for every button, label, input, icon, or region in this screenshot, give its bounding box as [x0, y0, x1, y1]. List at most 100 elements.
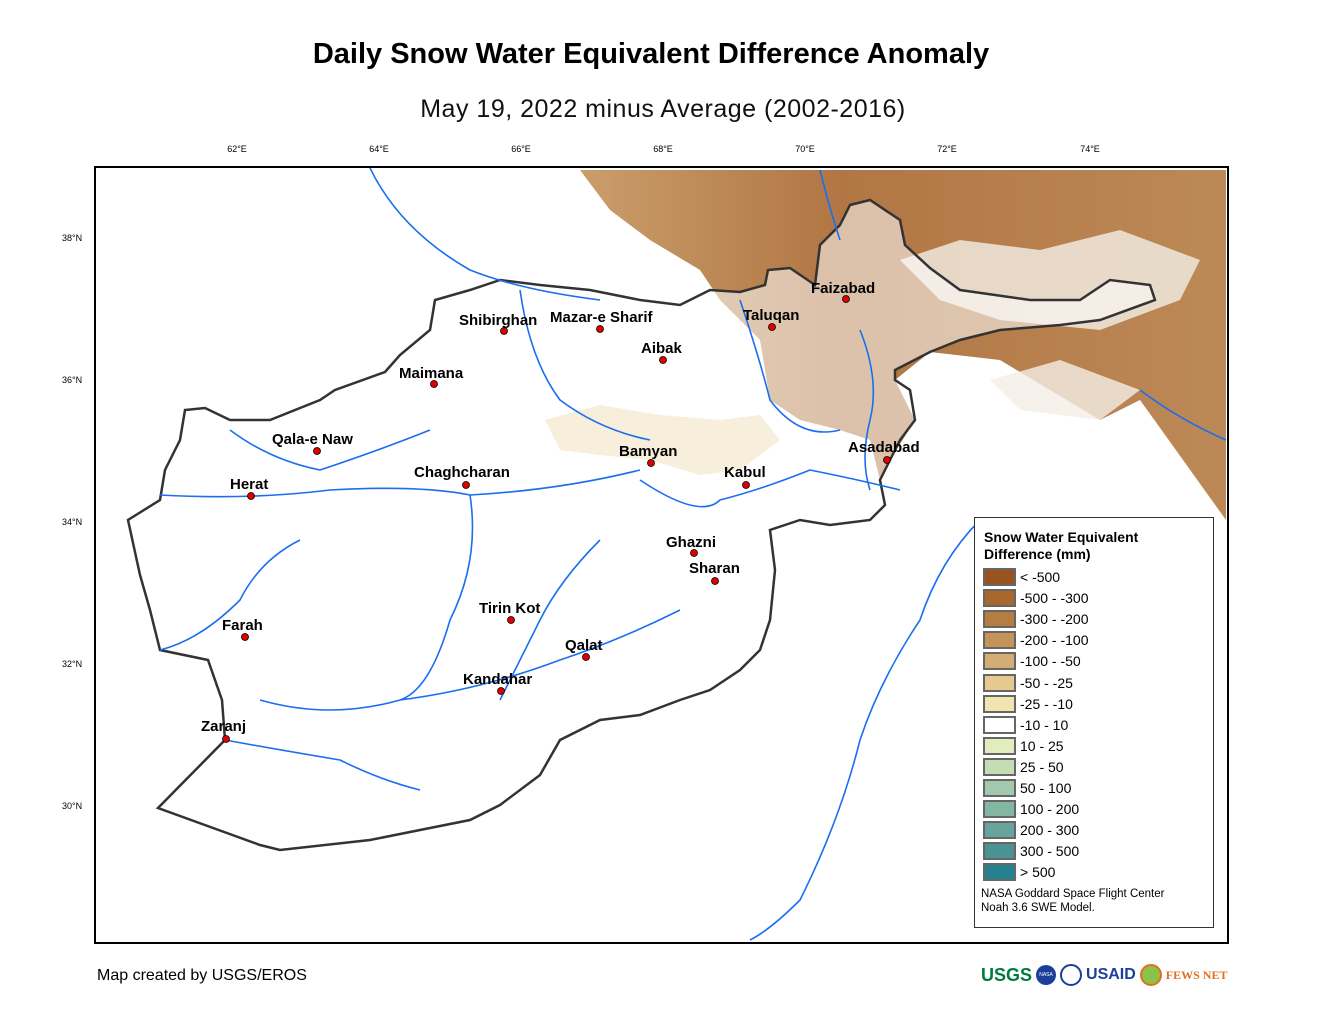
- legend-item: -50 - -25: [983, 673, 1073, 692]
- fewsnet-globe-icon: [1139, 964, 1162, 986]
- city-label: Maimana: [399, 365, 464, 382]
- lat-tick: 32°N: [62, 659, 83, 669]
- city-marker: [596, 325, 604, 333]
- city-marker: [507, 616, 515, 624]
- city-label: Ghazni: [666, 534, 716, 551]
- city-marker: [768, 323, 776, 331]
- legend-label: -25 - -10: [1020, 695, 1073, 712]
- legend-swatch: [983, 736, 1016, 755]
- legend-item: -10 - 10: [983, 715, 1069, 734]
- afghanistan-outline: [126, 198, 1157, 852]
- city-marker: [222, 735, 230, 743]
- legend-item: -25 - -10: [983, 694, 1073, 713]
- city-labels: Faizabad Taluqan Shibirghan Mazar-e Shar…: [201, 280, 920, 735]
- city-marker: [497, 687, 505, 695]
- map-title: Daily Snow Water Equivalent Difference A…: [312, 38, 990, 70]
- city-label: Zaranj: [201, 718, 246, 735]
- city-marker: [842, 295, 850, 303]
- legend-swatch: [983, 568, 1016, 586]
- city-label: Qalat: [565, 637, 603, 654]
- legend-swatch: [983, 757, 1016, 776]
- lon-tick: 66°E: [511, 144, 531, 154]
- city-marker: [659, 356, 667, 364]
- legend-item: -200 - -100: [983, 631, 1088, 650]
- city-marker: [690, 549, 698, 557]
- legend-label: < -500: [1020, 569, 1061, 585]
- usaid-logo: USAID: [1086, 966, 1136, 983]
- lon-tick: 62°E: [227, 144, 247, 154]
- city-marker: [883, 456, 891, 464]
- legend-label: 300 - 500: [1020, 843, 1080, 860]
- legend-title: Snow Water Equivalent Difference (mm): [984, 529, 1138, 563]
- legend-title-line: Snow Water Equivalent: [984, 529, 1139, 545]
- legend-swatch: [983, 842, 1016, 861]
- map-canvas: Faizabad Taluqan Shibirghan Mazar-e Shar…: [126, 168, 1227, 941]
- legend-label: -300 - -200: [1020, 611, 1089, 628]
- legend-title-line: Difference (mm): [984, 546, 1091, 562]
- city-marker: [241, 633, 249, 641]
- city-marker: [313, 447, 321, 455]
- legend-label: -10 - 10: [1020, 716, 1069, 733]
- legend-item: -300 - -200: [983, 610, 1089, 629]
- city-marker: [500, 327, 508, 335]
- legend-swatch: [983, 631, 1016, 650]
- legend-item: -100 - -50: [983, 652, 1081, 671]
- legend-item: 200 - 300: [983, 821, 1080, 840]
- city-marker: [711, 577, 719, 585]
- city-label: Kabul: [724, 464, 766, 481]
- city-label: Kandahar: [463, 671, 532, 688]
- lon-tick: 70°E: [795, 144, 815, 154]
- city-marker: [582, 653, 590, 661]
- city-label: Faizabad: [811, 280, 875, 297]
- lat-tick: 30°N: [62, 801, 83, 811]
- city-label: Mazar-e Sharif: [550, 309, 654, 326]
- city-label: Asadabad: [848, 439, 920, 456]
- legend-swatch: [983, 800, 1016, 819]
- city-marker: [247, 492, 255, 500]
- legend-item: 50 - 100: [983, 779, 1071, 797]
- legend-swatch: [983, 694, 1016, 713]
- city-label: Tirin Kot: [479, 600, 540, 617]
- logos: USGS NASA USAID FEWS NET: [981, 964, 1227, 986]
- nasa-logo: NASA: [1036, 965, 1057, 985]
- lon-tick: 68°E: [653, 144, 673, 154]
- legend-label: 50 - 100: [1020, 780, 1072, 796]
- legend-credit: Noah 3.6 SWE Model.: [981, 902, 1095, 914]
- city-label: Shibirghan: [459, 312, 537, 329]
- legend-label: 200 - 300: [1020, 822, 1080, 839]
- city-label: Farah: [222, 617, 263, 634]
- city-marker: [462, 481, 470, 489]
- city-label: Bamyan: [619, 443, 677, 460]
- legend-item: -500 - -300: [983, 589, 1089, 608]
- legend-item: < -500: [983, 568, 1060, 586]
- legend-item: 25 - 50: [983, 757, 1064, 776]
- city-marker: [647, 459, 655, 467]
- legend-swatch: [983, 673, 1016, 692]
- legend-swatch: [983, 589, 1016, 608]
- usgs-logo: USGS: [981, 964, 1033, 985]
- legend: Snow Water Equivalent Difference (mm) < …: [974, 517, 1214, 928]
- legend-label: 10 - 25: [1020, 737, 1064, 754]
- legend-label: -100 - -50: [1020, 653, 1081, 670]
- legend-swatch: [983, 715, 1016, 734]
- footer-credit: Map created by USGS/EROS: [97, 967, 307, 984]
- city-label: Qala-e Naw: [272, 431, 353, 448]
- legend-label: 25 - 50: [1020, 758, 1064, 775]
- usaid-seal-icon: [1060, 964, 1083, 986]
- lat-tick: 34°N: [62, 517, 83, 527]
- legend-item: 10 - 25: [983, 736, 1064, 755]
- legend-label: 100 - 200: [1020, 801, 1080, 818]
- legend-label: -500 - -300: [1020, 590, 1089, 607]
- legend-swatch: [983, 863, 1016, 882]
- city-marker: [430, 380, 438, 388]
- legend-item: 300 - 500: [983, 842, 1080, 861]
- legend-label: -50 - -25: [1020, 674, 1073, 691]
- city-label: Chaghcharan: [414, 464, 510, 481]
- legend-item: > 500: [983, 863, 1056, 882]
- lat-tick: 36°N: [62, 375, 83, 385]
- lon-tick: 72°E: [937, 144, 957, 154]
- legend-swatch: [983, 610, 1016, 629]
- legend-label: > 500: [1020, 864, 1056, 881]
- city-label: Aibak: [641, 340, 683, 357]
